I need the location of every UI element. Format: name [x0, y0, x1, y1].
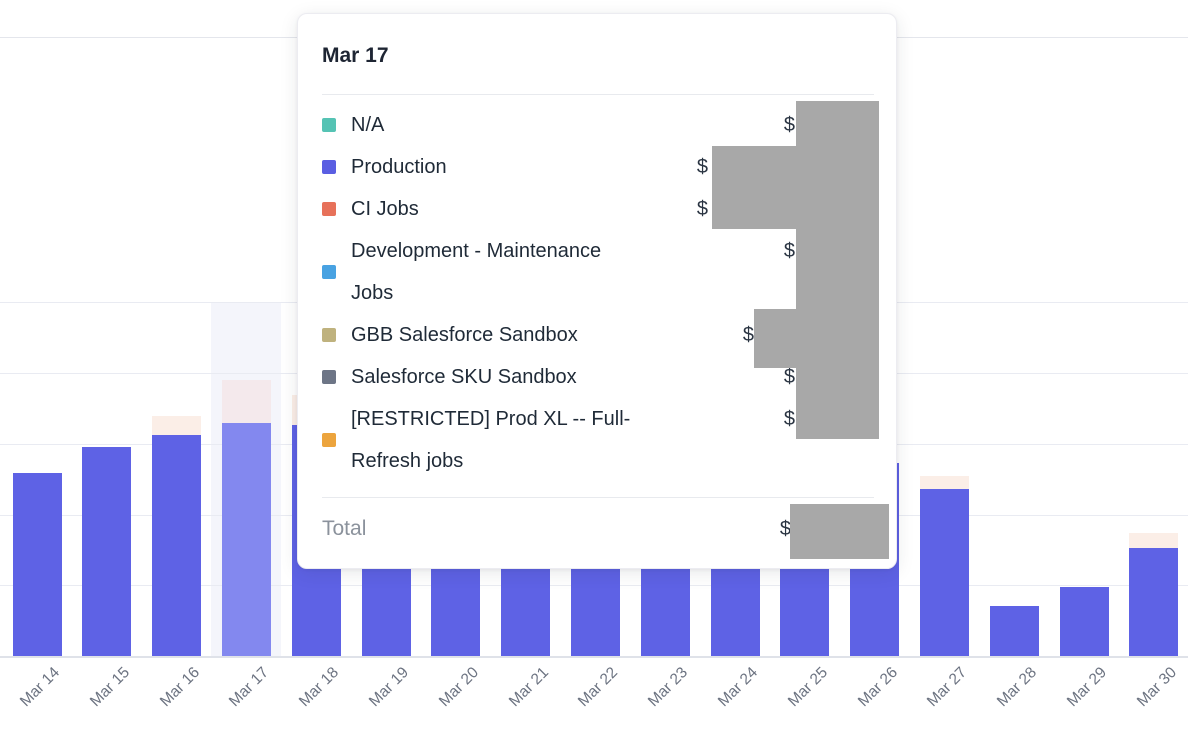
legend-series-name: [RESTRICTED] Prod XL -- Full- Refresh job…: [351, 408, 631, 472]
legend-swatch-icon: [322, 370, 336, 384]
tooltip-legend-row: N/A: [322, 104, 782, 146]
bar-segment-production-mar-15[interactable]: [82, 447, 131, 656]
tooltip-legend-row: [RESTRICTED] Prod XL -- Full- Refresh job…: [322, 398, 782, 482]
tooltip-legend-row: GBB Salesforce Sandbox: [322, 314, 782, 356]
tooltip-legend-row: Production: [322, 146, 782, 188]
legend-swatch-icon: [322, 265, 336, 279]
bar-segment-production-mar-17[interactable]: [222, 423, 271, 656]
tooltip-title: Mar 17: [322, 44, 389, 67]
legend-series-name: N/A: [351, 114, 385, 136]
bar-segment-production-mar-14[interactable]: [13, 473, 62, 656]
bar-segment-production-mar-27[interactable]: [920, 489, 969, 656]
tooltip-legend-row: Development - Maintenance Jobs: [322, 230, 782, 314]
redacted-value-box: [754, 309, 796, 368]
legend-series-name: Salesforce SKU Sandbox: [351, 366, 577, 388]
legend-swatch-icon: [322, 202, 336, 216]
bar-segment-production-mar-28[interactable]: [990, 606, 1039, 656]
tooltip-value-currency: $: [783, 240, 795, 262]
legend-swatch-icon: [322, 118, 336, 132]
bar-segment-ci-jobs-mar-27[interactable]: [920, 476, 969, 489]
x-axis-line: [0, 656, 1188, 658]
bar-segment-ci-jobs-mar-17[interactable]: [222, 380, 271, 423]
legend-swatch-icon: [322, 160, 336, 174]
tooltip-value-currency: $: [783, 114, 795, 136]
legend-series-name: Production: [351, 156, 447, 178]
bar-segment-production-mar-29[interactable]: [1060, 587, 1109, 656]
bar-segment-production-mar-16[interactable]: [152, 435, 201, 656]
redacted-value-box: [790, 504, 889, 559]
bar-segment-ci-jobs-mar-30[interactable]: [1129, 533, 1178, 548]
tooltip-total-label: Total: [322, 517, 367, 540]
redacted-value-box: [712, 146, 796, 229]
legend-series-name: GBB Salesforce Sandbox: [351, 324, 578, 346]
tooltip-value-currency: $: [742, 324, 754, 346]
legend-swatch-icon: [322, 433, 336, 447]
legend-swatch-icon: [322, 328, 336, 342]
tooltip-value-currency: $: [783, 408, 795, 430]
legend-series-name: Development - Maintenance Jobs: [351, 240, 602, 304]
tooltip-total-divider: [322, 497, 874, 498]
chart-tooltip: Mar 17 N/A Production CI Jobs Development -…: [297, 13, 897, 569]
bar-segment-production-mar-30[interactable]: [1129, 548, 1178, 656]
redacted-value-box: [796, 101, 879, 439]
bar-segment-ci-jobs-mar-16[interactable]: [152, 416, 201, 435]
tooltip-legend-rows: N/A Production CI Jobs Development - Mainte…: [322, 104, 782, 482]
tooltip-legend-row: Salesforce SKU Sandbox: [322, 356, 782, 398]
tooltip-value-currency: $: [696, 156, 708, 178]
legend-series-name: CI Jobs: [351, 198, 419, 220]
tooltip-value-currency: $: [779, 518, 791, 540]
tooltip-value-currency: $: [696, 198, 708, 220]
tooltip-value-currency: $: [783, 366, 795, 388]
tooltip-legend-row: CI Jobs: [322, 188, 782, 230]
tooltip-header-divider: [322, 94, 874, 95]
